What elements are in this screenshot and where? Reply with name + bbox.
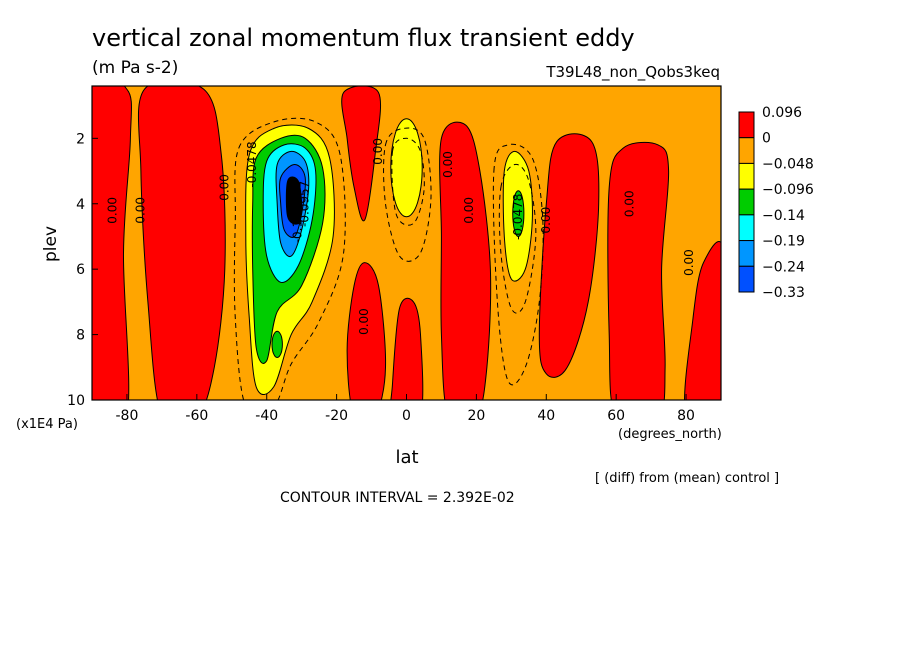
colorbar-label: −0.14 [762, 208, 805, 224]
y-axis-units: (x1E4 Pa) [16, 417, 78, 432]
colorbar-swatch [738, 265, 755, 293]
colorbar-label: −0.33 [762, 285, 805, 301]
colorbar-label: 0 [762, 131, 771, 147]
x-tick-label: 60 [607, 408, 625, 424]
y-tick-label: 6 [76, 262, 85, 278]
north-minimum-level-2 [512, 190, 525, 238]
south-minimum-level-6 [285, 176, 303, 225]
red-region-9 [684, 241, 721, 400]
y-tick-label: 8 [76, 328, 85, 344]
x-tick-label: -60 [185, 408, 208, 424]
negative-field-regions [245, 118, 533, 395]
contour-label-3: 0.00 [217, 174, 231, 201]
x-tick-label: -80 [116, 408, 139, 424]
red-region-7 [538, 133, 600, 378]
red-region-6 [439, 121, 492, 400]
x-tick-label: 20 [467, 408, 485, 424]
colorbar-swatch [738, 111, 755, 139]
chart-title: vertical zonal momentum flux transient e… [92, 24, 635, 52]
colorbar-label: −0.048 [762, 156, 814, 172]
colorbar-label: 0.096 [762, 105, 802, 121]
x-tick-label: 0 [402, 408, 411, 424]
contour-label-4: -0.0478 [245, 141, 259, 187]
red-region-8 [607, 141, 670, 400]
south-minimum-island [271, 330, 283, 359]
negative-contour-1 [233, 117, 346, 400]
red-region-3 [341, 86, 381, 222]
colorbar: 0.096 0 −0.048 −0.096 −0.14 −0.19 −0.24 −0.33 [738, 105, 814, 301]
contour-labels: 0.00 0.00 0.00 -0.0478 -0.1435-0.0957 0.00 0.0… [105, 138, 696, 335]
colorbar-swatch [738, 162, 755, 190]
red-region-1 [92, 86, 132, 400]
contour-label-13: 0.00 [623, 190, 637, 217]
contour-label-14: 0.00 [682, 249, 696, 276]
red-region-2 [137, 86, 226, 400]
y-axis-label: plev [41, 226, 61, 262]
x-axis-label: lat [395, 447, 418, 468]
contour-label-6: -0.0957 [298, 181, 312, 227]
contour-label-1: 0.00 [105, 197, 119, 224]
contour-label-2: 0.00 [133, 197, 147, 224]
x-tick-label: -20 [325, 408, 348, 424]
x-tick-label: 80 [677, 408, 695, 424]
x-tick-label: 40 [537, 408, 555, 424]
red-region-5 [390, 297, 424, 400]
contour-label-9: 0.00 [441, 151, 455, 178]
y-tick-label: 4 [76, 197, 85, 213]
contour-lines [233, 117, 544, 400]
colorbar-label: −0.096 [762, 182, 814, 198]
plot-area: 0.00 0.00 0.00 -0.0478 -0.1435-0.0957 0.00 0.0… [92, 86, 721, 400]
colorbar-swatch [738, 137, 755, 164]
y-axis: 2 4 6 8 10 [67, 131, 98, 409]
contour-label-10: 0.00 [462, 197, 476, 224]
x-axis: -80 -60 -40 -20 0 20 40 60 80 [116, 394, 695, 424]
colorbar-label: −0.24 [762, 259, 805, 275]
y-tick-label: 10 [67, 393, 85, 409]
x-tick-label: -40 [255, 408, 278, 424]
contour-label-11: -0.0478 [511, 194, 525, 240]
run-label: T39L48_non_Qobs3keq [545, 63, 720, 82]
chart-units: (m Pa s-2) [92, 58, 178, 78]
x-axis-units: (degrees_north) [618, 427, 722, 442]
contour-interval: CONTOUR INTERVAL = 2.392E-02 [280, 490, 515, 506]
contour-label-5: -0.1435 [291, 197, 305, 243]
colorbar-swatch [738, 214, 755, 242]
contour-label-12: 0.00 [539, 207, 553, 234]
contour-label-7: 0.00 [371, 138, 385, 165]
negative-contour-5 [498, 163, 537, 314]
equatorial-minimum-level-1 [390, 118, 423, 218]
red-region-4 [346, 262, 387, 400]
negative-contour-4 [492, 143, 544, 386]
y-tick-label: 2 [76, 131, 85, 147]
positive-field-regions [92, 86, 721, 400]
colorbar-label: −0.19 [762, 234, 805, 250]
colorbar-swatch [738, 188, 755, 216]
colorbar-swatch [738, 240, 755, 267]
diff-note: [ (diff) from (mean) control ] [595, 471, 779, 486]
negative-contour-3 [391, 137, 425, 226]
contour-label-8: 0.00 [357, 308, 371, 335]
negative-contour-2 [383, 127, 432, 262]
